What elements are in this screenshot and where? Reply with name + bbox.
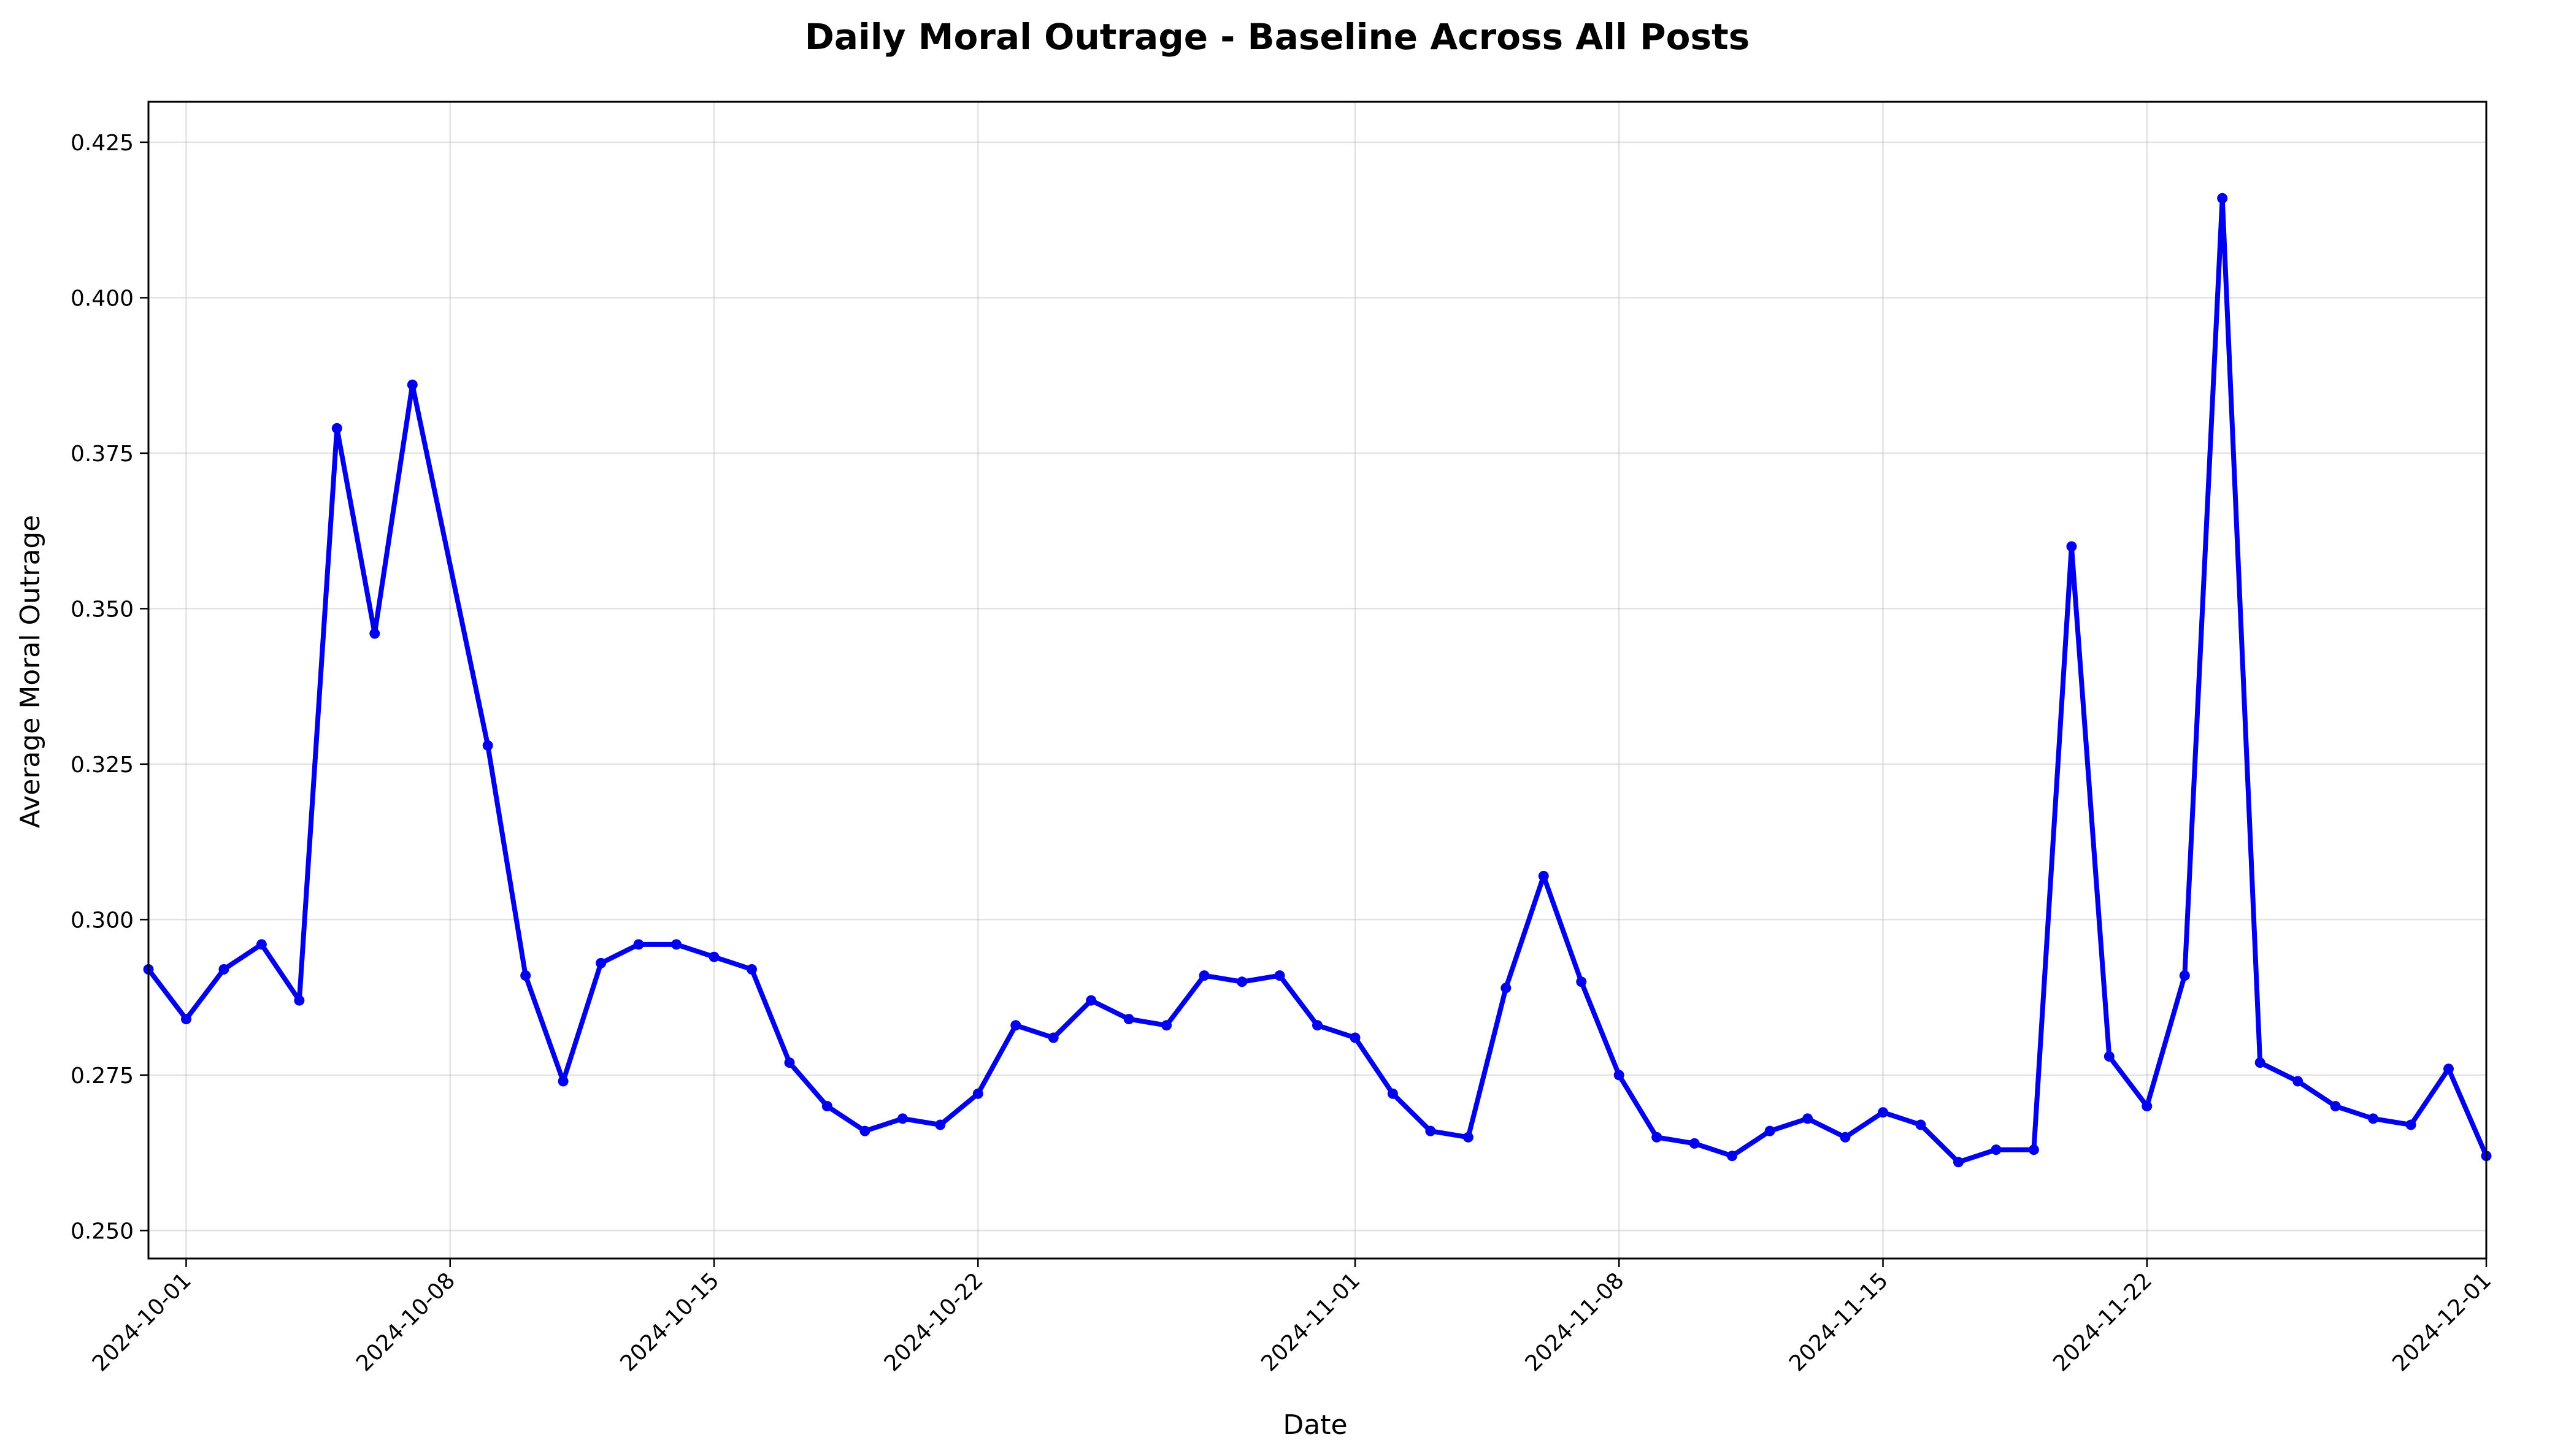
data-point: [1048, 1032, 1059, 1043]
y-tick-label: 0.400: [71, 286, 134, 311]
data-point: [1387, 1088, 1398, 1099]
data-point: [2405, 1119, 2416, 1130]
y-tick-label: 0.425: [71, 131, 134, 156]
data-point: [1350, 1032, 1361, 1043]
data-point: [2330, 1101, 2341, 1112]
plot-frame: [147, 101, 2488, 1260]
data-point: [369, 628, 380, 639]
data-point: [1915, 1119, 1926, 1130]
data-point: [1840, 1132, 1851, 1143]
y-tick-label: 0.375: [71, 442, 134, 467]
data-point: [558, 1076, 569, 1087]
x-axis-label: Date: [1283, 1409, 1347, 1441]
data-point: [1727, 1151, 1738, 1162]
data-point: [2104, 1051, 2115, 1062]
data-point: [1312, 1020, 1323, 1031]
data-point: [256, 939, 267, 950]
data-point: [1538, 870, 1549, 881]
data-point: [671, 939, 682, 950]
data-point: [897, 1113, 908, 1124]
series-layer: [143, 193, 2492, 1168]
y-tick-label: 0.300: [71, 908, 134, 933]
data-point: [181, 1014, 191, 1025]
data-point: [2217, 193, 2228, 204]
series-line: [146, 196, 2489, 1165]
data-point: [1953, 1157, 1964, 1168]
data-point: [2443, 1063, 2454, 1075]
data-point: [520, 970, 531, 981]
data-point: [2368, 1113, 2379, 1124]
data-point: [972, 1088, 983, 1099]
data-point: [2254, 1057, 2265, 1068]
data-point: [1576, 976, 1587, 987]
y-axis-label: Average Moral Outrage: [15, 515, 46, 829]
data-point: [784, 1057, 795, 1068]
data-point: [1764, 1125, 1775, 1136]
data-point: [1651, 1132, 1662, 1143]
data-point: [482, 740, 493, 751]
y-tick-label: 0.250: [71, 1219, 134, 1244]
data-point: [1086, 995, 1097, 1006]
data-point: [596, 957, 607, 968]
data-point: [935, 1119, 946, 1130]
data-point: [1689, 1138, 1700, 1149]
data-point: [1613, 1070, 1624, 1081]
data-point: [1237, 976, 1248, 987]
data-point: [2028, 1144, 2039, 1155]
data-point: [821, 1101, 832, 1112]
data-point: [1199, 970, 1210, 981]
data-point: [1010, 1020, 1021, 1031]
data-point: [2142, 1101, 2153, 1112]
data-point: [1274, 970, 1285, 981]
data-point: [1462, 1132, 1473, 1143]
data-point: [1500, 983, 1512, 994]
data-point: [747, 964, 757, 975]
y-tick-label: 0.275: [71, 1063, 134, 1089]
data-point: [1161, 1020, 1172, 1031]
y-tick-label: 0.325: [71, 753, 134, 778]
data-point: [1802, 1113, 1813, 1124]
data-point: [2179, 970, 2190, 981]
data-point: [709, 951, 720, 962]
data-point: [294, 995, 305, 1006]
data-point: [1425, 1125, 1436, 1136]
data-point: [1878, 1107, 1888, 1118]
data-point: [1123, 1014, 1134, 1025]
data-point: [331, 423, 342, 434]
data-point: [2292, 1076, 2303, 1087]
data-point: [859, 1125, 870, 1136]
chart-title: Daily Moral Outrage - Baseline Across Al…: [805, 16, 1750, 58]
data-point: [218, 964, 229, 975]
grid: [148, 102, 2488, 1259]
data-point: [407, 379, 418, 390]
data-point: [2066, 541, 2077, 552]
data-point: [633, 939, 644, 950]
y-tick-label: 0.350: [71, 597, 134, 622]
data-point: [1991, 1144, 2002, 1155]
